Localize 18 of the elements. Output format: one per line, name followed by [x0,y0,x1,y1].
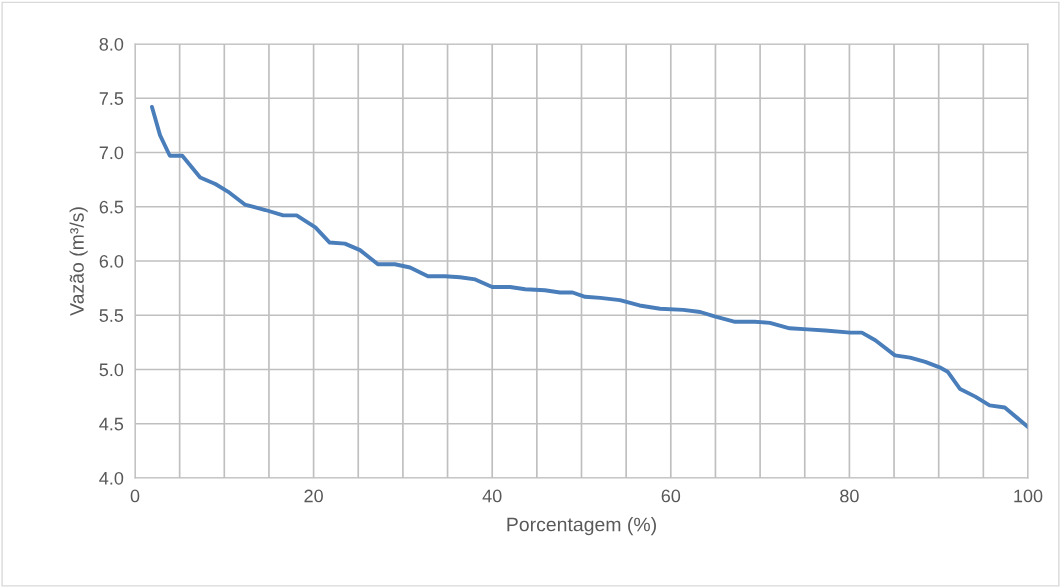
x-tick-label: 20 [304,489,323,503]
y-tick-label: 4.0 [99,471,124,485]
x-tick-label: 60 [661,489,681,503]
x-axis-title: Porcentagem (%) [507,517,656,536]
y-tick-label: 7.0 [99,146,124,160]
x-tick-label: 40 [482,489,502,503]
y-tick-label: 6.5 [99,200,124,214]
x-tick-label: 80 [840,489,859,503]
x-tick-label: 0 [130,489,140,503]
y-tick-label: 5.5 [99,309,124,322]
x-tick-label: 100 [1014,489,1043,503]
y-axis-title: Vazão (m³/s) [69,207,88,316]
y-tick-label: 6.0 [99,254,124,268]
y-tick-label: 7.5 [99,92,124,105]
y-tick-label: 8.0 [99,37,124,51]
y-tick-label: 4.5 [99,417,124,431]
line-series [150,104,1028,429]
y-tick-label: 5.0 [99,363,124,377]
